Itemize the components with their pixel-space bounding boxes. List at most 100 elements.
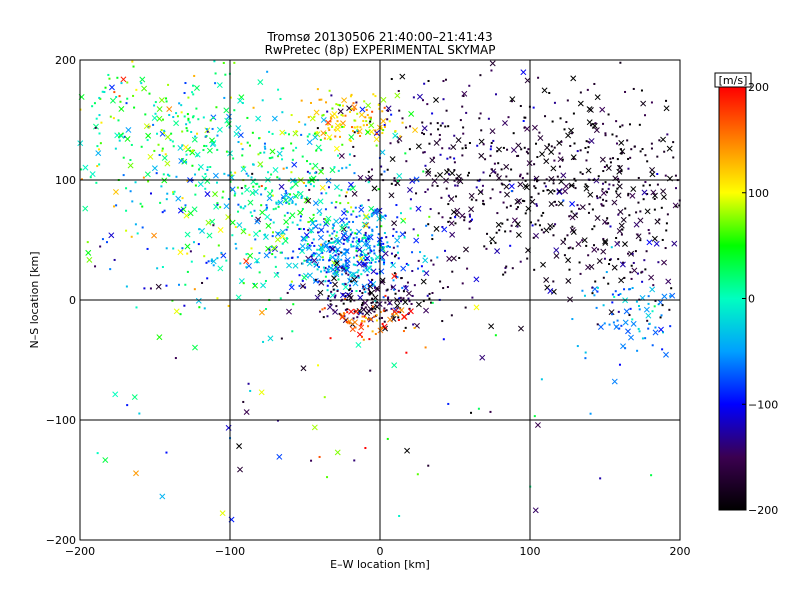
scatter-point-dot	[170, 132, 173, 135]
scatter-point-dot	[494, 334, 497, 337]
scatter-point-dot	[338, 104, 341, 107]
scatter-point-dot	[585, 184, 588, 187]
scatter-point-dot	[367, 284, 370, 287]
scatter-point-dot	[378, 107, 381, 110]
scatter-point-dot	[350, 93, 353, 96]
scatter-point-dot	[447, 220, 450, 223]
scatter-point-dot	[299, 215, 302, 218]
scatter-point-dot	[650, 101, 653, 104]
scatter-point-dot	[346, 311, 349, 314]
scatter-point-x	[205, 219, 212, 226]
scatter-point-dot	[603, 257, 606, 260]
scatter-point-dot	[235, 247, 238, 250]
scatter-point-x	[651, 235, 658, 242]
scatter-point-dot	[355, 236, 358, 239]
scatter-point-dot	[604, 181, 607, 184]
scatter-point-x	[237, 132, 244, 139]
scatter-point-dot	[374, 129, 377, 132]
scatter-point-dot	[408, 307, 411, 310]
scatter-point-dot	[639, 150, 642, 153]
scatter-point-dot	[588, 203, 591, 206]
scatter-point-dot	[422, 300, 425, 303]
scatter-point-dot	[360, 240, 363, 243]
scatter-point-dot	[104, 86, 107, 89]
scatter-point-dot	[566, 99, 569, 102]
scatter-point-dot	[302, 228, 305, 231]
scatter-point-x	[183, 212, 190, 219]
scatter-point-dot	[242, 207, 245, 210]
scatter-point-x	[278, 183, 285, 190]
colorbar-tick-label: −100	[748, 398, 778, 411]
scatter-point-dot	[356, 246, 359, 249]
scatter-point-dot	[285, 228, 288, 231]
scatter-point-dot	[331, 245, 334, 248]
scatter-point-dot	[320, 98, 323, 101]
scatter-point-dot	[611, 313, 614, 316]
scatter-point-x	[666, 145, 673, 152]
scatter-point-dot	[597, 248, 600, 251]
scatter-point-dot	[558, 152, 561, 155]
scatter-point-dot	[378, 240, 381, 243]
scatter-point-x	[363, 222, 370, 229]
scatter-point-dot	[301, 262, 304, 265]
scatter-point-dot	[342, 125, 345, 128]
scatter-point-dot	[385, 236, 388, 239]
scatter-point-dot	[338, 194, 341, 197]
scatter-point-dot	[644, 154, 647, 157]
scatter-point-x	[563, 183, 570, 190]
scatter-point-dot	[332, 272, 335, 275]
scatter-point-x	[333, 184, 340, 191]
scatter-point-dot	[397, 310, 400, 313]
scatter-point-dot	[374, 95, 377, 98]
scatter-point-dot	[206, 277, 209, 280]
scatter-point-x	[514, 221, 521, 228]
scatter-point-dot	[313, 263, 316, 266]
scatter-point-dot	[523, 146, 526, 149]
scatter-point-dot	[336, 231, 339, 234]
scatter-point-x	[599, 106, 606, 113]
scatter-point-dot	[650, 474, 653, 477]
scatter-point-dot	[165, 247, 168, 250]
scatter-point-x	[86, 256, 93, 263]
scatter-point-dot	[485, 247, 488, 250]
scatter-point-dot	[608, 183, 611, 186]
scatter-point-dot	[496, 212, 499, 215]
scatter-point-dot	[369, 120, 372, 123]
scatter-point-x	[617, 208, 624, 215]
scatter-point-dot	[360, 204, 363, 207]
scatter-point-dot	[429, 122, 432, 125]
scatter-point-dot	[463, 216, 466, 219]
scatter-point-x	[297, 209, 304, 216]
scatter-point-x	[300, 235, 307, 242]
scatter-point-dot	[397, 235, 400, 238]
scatter-point-x	[324, 219, 331, 226]
scatter-point-dot	[531, 224, 534, 227]
scatter-point-x	[206, 147, 213, 154]
scatter-point-dot	[307, 221, 310, 224]
scatter-point-x	[257, 161, 264, 168]
scatter-point-dot	[437, 128, 440, 131]
scatter-point-dot	[627, 157, 630, 160]
scatter-point-dot	[337, 253, 340, 256]
scatter-point-dot	[621, 124, 624, 127]
scatter-point-dot	[319, 169, 322, 172]
scatter-point-dot	[628, 314, 631, 317]
scatter-point-dot	[369, 251, 372, 254]
scatter-point-dot	[666, 213, 669, 216]
scatter-point-dot	[454, 184, 457, 187]
scatter-point-dot	[314, 278, 317, 281]
scatter-point-dot	[237, 141, 240, 144]
scatter-point-dot	[613, 295, 616, 298]
scatter-point-x	[279, 228, 286, 235]
scatter-point-x	[623, 308, 630, 315]
scatter-point-dot	[405, 126, 408, 129]
scatter-point-dot	[172, 192, 175, 195]
scatter-point-dot	[572, 184, 575, 187]
scatter-point-x	[463, 246, 469, 253]
scatter-point-dot	[480, 129, 483, 132]
scatter-point-dot	[118, 95, 121, 98]
scatter-point-dot	[147, 180, 150, 183]
scatter-point-x	[323, 220, 329, 227]
scatter-point-x	[151, 115, 158, 121]
scatter-point-dot	[189, 250, 192, 253]
